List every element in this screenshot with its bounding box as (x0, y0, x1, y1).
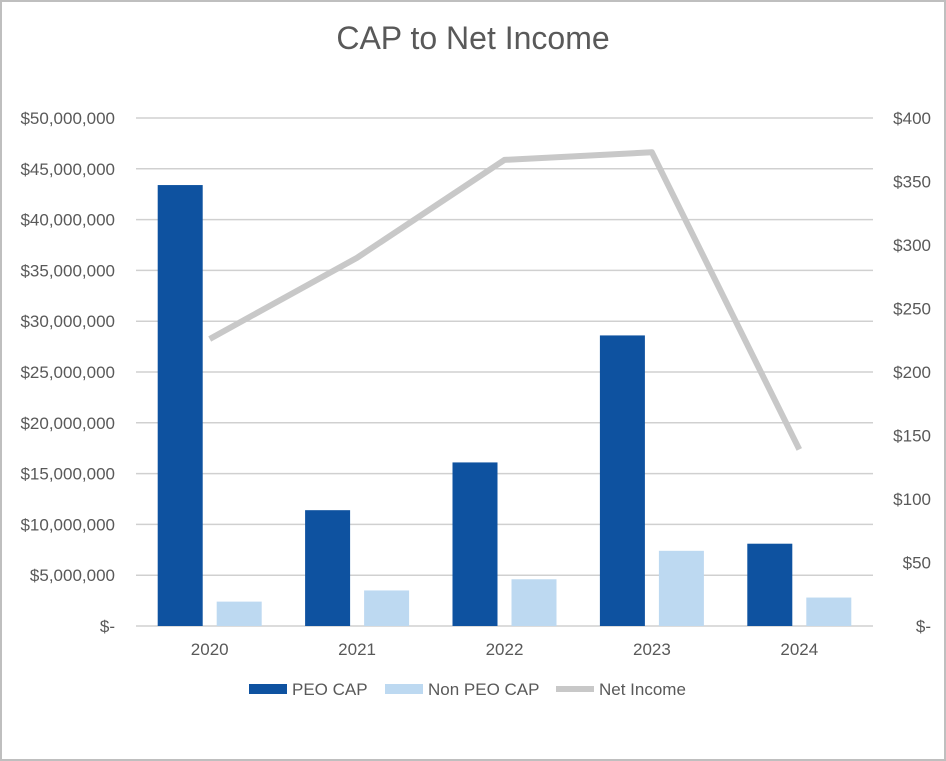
right-tick-label: $50 (903, 554, 931, 573)
right-tick-label: $200 (893, 363, 931, 382)
right-tick-label: $400 (893, 109, 931, 128)
right-tick-label: $350 (893, 173, 931, 192)
legend-item: PEO CAP (249, 680, 368, 699)
legend-swatch (249, 684, 287, 694)
right-tick-label: $- (916, 617, 931, 636)
left-axis: $- $5,000,000 $10,000,000 $15,000,000 $20,00… (20, 109, 115, 636)
series-peo-cap (157, 185, 793, 626)
right-axis: $- $50 $100 $150 $200 $250 $300 $350 $400 (893, 109, 931, 636)
left-tick-label: $45,000,000 (20, 160, 115, 179)
series-non-peo-cap (216, 550, 852, 626)
left-tick-label: $15,000,000 (20, 465, 115, 484)
x-tick-label: 2020 (191, 640, 229, 659)
left-tick-label: $10,000,000 (20, 515, 115, 534)
bar (806, 597, 852, 626)
x-tick-label: 2021 (338, 640, 376, 659)
left-tick-label: $25,000,000 (20, 363, 115, 382)
left-tick-label: $- (100, 617, 115, 636)
bar (157, 185, 203, 626)
bar (216, 601, 262, 626)
legend-label: PEO CAP (292, 680, 368, 699)
x-tick-label: 2023 (633, 640, 671, 659)
bar (658, 550, 704, 626)
legend-label: Non PEO CAP (428, 680, 540, 699)
x-tick-label: 2022 (486, 640, 524, 659)
left-tick-label: $30,000,000 (20, 312, 115, 331)
right-tick-label: $300 (893, 236, 931, 255)
series-net-income (208, 149, 802, 451)
legend-swatch (385, 684, 423, 694)
legend-item: Net Income (556, 680, 686, 699)
bar-series (157, 185, 852, 626)
left-tick-label: $35,000,000 (20, 261, 115, 280)
bar (511, 579, 557, 626)
left-tick-label: $40,000,000 (20, 211, 115, 230)
line-series (208, 149, 802, 451)
bar (305, 510, 351, 626)
bar (452, 462, 498, 626)
legend-item: Non PEO CAP (385, 680, 540, 699)
bar (599, 335, 645, 626)
bar (747, 543, 793, 626)
x-tick-label: 2024 (780, 640, 818, 659)
legend: PEO CAP Non PEO CAP Net Income (249, 680, 686, 699)
right-tick-label: $250 (893, 300, 931, 319)
left-tick-label: $20,000,000 (20, 414, 115, 433)
right-tick-label: $100 (893, 490, 931, 509)
left-tick-label: $50,000,000 (20, 109, 115, 128)
right-tick-label: $150 (893, 427, 931, 446)
bar (364, 590, 410, 626)
x-axis: 2020 2021 2022 2023 2024 (191, 640, 818, 659)
legend-label: Net Income (599, 680, 686, 699)
left-tick-label: $5,000,000 (30, 566, 115, 585)
chart-title: CAP to Net Income (336, 20, 609, 56)
